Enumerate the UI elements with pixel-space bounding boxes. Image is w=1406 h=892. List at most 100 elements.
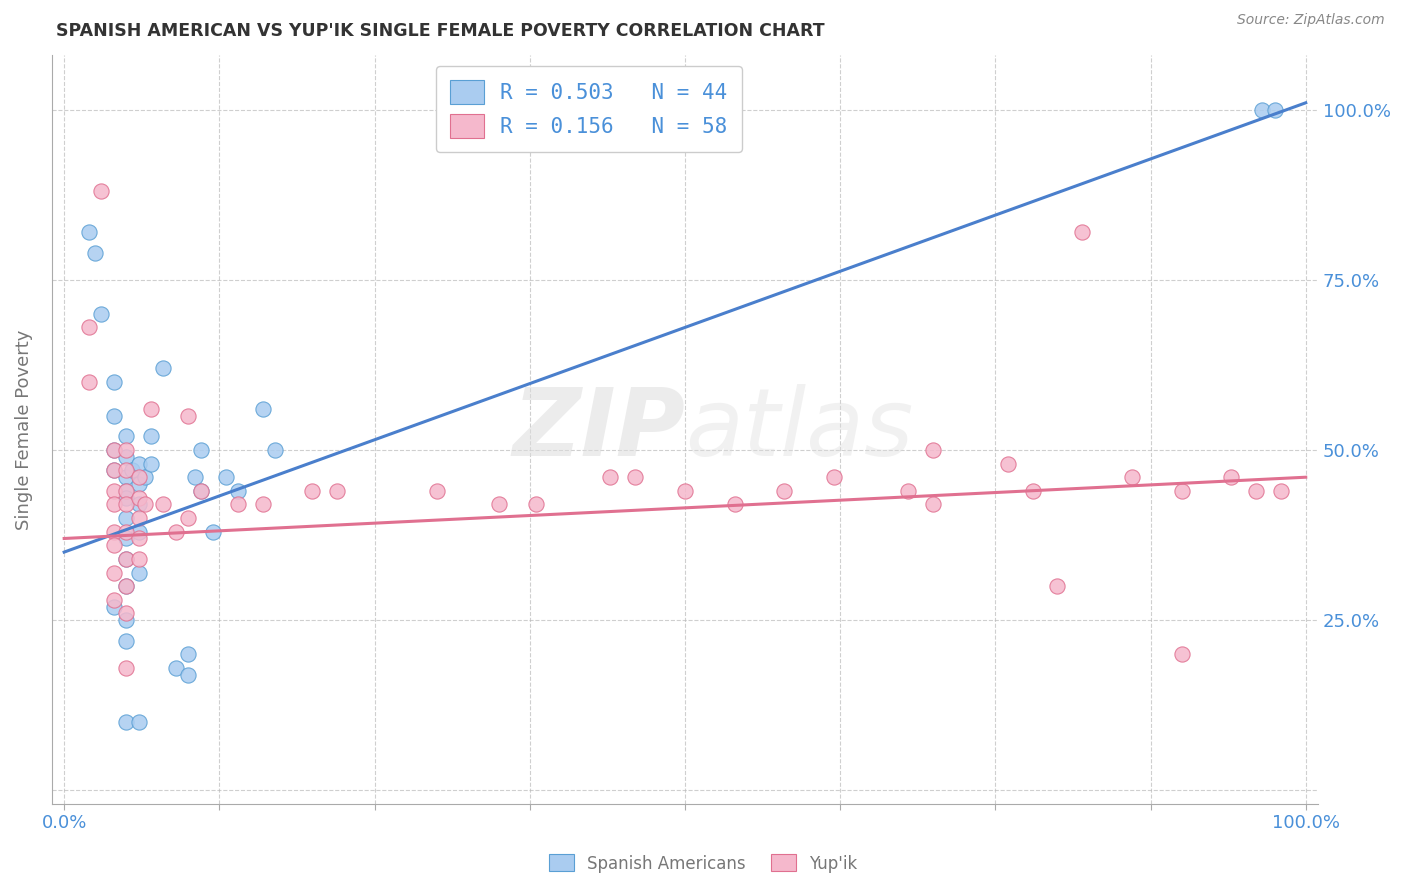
Point — [115, 607, 138, 621]
Point — [115, 552, 138, 566]
Point — [115, 470, 138, 484]
Point — [115, 511, 138, 525]
Text: atlas: atlas — [685, 384, 912, 475]
Point — [823, 470, 845, 484]
Point — [1021, 483, 1043, 498]
Point — [214, 470, 236, 484]
Point — [1244, 483, 1267, 498]
Point — [177, 409, 200, 423]
Point — [1220, 470, 1243, 484]
Point — [524, 498, 547, 512]
Point — [128, 470, 150, 484]
Point — [115, 613, 138, 627]
Point — [426, 483, 449, 498]
Point — [115, 633, 138, 648]
Point — [177, 511, 200, 525]
Point — [103, 442, 125, 457]
Point — [301, 483, 323, 498]
Point — [139, 402, 162, 417]
Point — [128, 715, 150, 730]
Point — [1170, 647, 1192, 661]
Point — [1270, 483, 1292, 498]
Point — [1170, 483, 1192, 498]
Point — [897, 483, 920, 498]
Point — [252, 402, 274, 417]
Point — [90, 307, 112, 321]
Point — [1046, 579, 1069, 593]
Point — [773, 483, 796, 498]
Point — [103, 566, 125, 580]
Point — [128, 457, 150, 471]
Point — [103, 592, 125, 607]
Point — [103, 483, 125, 498]
Point — [115, 442, 138, 457]
Point — [84, 245, 107, 260]
Point — [103, 463, 125, 477]
Point — [115, 661, 138, 675]
Point — [139, 429, 162, 443]
Point — [252, 498, 274, 512]
Point — [723, 498, 745, 512]
Point — [152, 361, 174, 376]
Point — [115, 429, 138, 443]
Point — [152, 498, 174, 512]
Point — [673, 483, 696, 498]
Point — [128, 524, 150, 539]
Legend: R = 0.503   N = 44, R = 0.156   N = 58: R = 0.503 N = 44, R = 0.156 N = 58 — [436, 65, 742, 153]
Point — [77, 375, 100, 389]
Point — [115, 524, 138, 539]
Point — [183, 470, 205, 484]
Point — [115, 715, 138, 730]
Point — [103, 375, 125, 389]
Point — [128, 491, 150, 505]
Point — [103, 599, 125, 614]
Point — [264, 442, 287, 457]
Point — [77, 320, 100, 334]
Point — [115, 498, 138, 512]
Legend: Spanish Americans, Yup'ik: Spanish Americans, Yup'ik — [543, 847, 863, 880]
Point — [165, 661, 187, 675]
Point — [121, 463, 143, 477]
Point — [226, 498, 249, 512]
Point — [134, 498, 156, 512]
Point — [1071, 225, 1094, 239]
Point — [177, 667, 200, 681]
Point — [128, 552, 150, 566]
Point — [177, 647, 200, 661]
Text: Source: ZipAtlas.com: Source: ZipAtlas.com — [1237, 13, 1385, 28]
Point — [599, 470, 621, 484]
Point — [190, 442, 212, 457]
Point — [103, 409, 125, 423]
Point — [115, 450, 138, 464]
Point — [128, 532, 150, 546]
Point — [115, 532, 138, 546]
Point — [488, 498, 510, 512]
Point — [1121, 470, 1143, 484]
Point — [115, 483, 138, 498]
Point — [165, 524, 187, 539]
Point — [128, 477, 150, 491]
Point — [103, 498, 125, 512]
Point — [103, 538, 125, 552]
Point — [115, 579, 138, 593]
Point — [1264, 103, 1286, 117]
Point — [115, 483, 138, 498]
Point — [115, 552, 138, 566]
Point — [226, 483, 249, 498]
Point — [202, 524, 225, 539]
Point — [115, 579, 138, 593]
Point — [139, 457, 162, 471]
Point — [128, 566, 150, 580]
Point — [128, 498, 150, 512]
Text: SPANISH AMERICAN VS YUP'IK SINGLE FEMALE POVERTY CORRELATION CHART: SPANISH AMERICAN VS YUP'IK SINGLE FEMALE… — [56, 22, 825, 40]
Point — [103, 524, 125, 539]
Point — [134, 470, 156, 484]
Point — [128, 511, 150, 525]
Point — [190, 483, 212, 498]
Y-axis label: Single Female Poverty: Single Female Poverty — [15, 329, 32, 530]
Point — [1251, 103, 1274, 117]
Point — [115, 491, 138, 505]
Point — [326, 483, 349, 498]
Point — [997, 457, 1019, 471]
Point — [624, 470, 647, 484]
